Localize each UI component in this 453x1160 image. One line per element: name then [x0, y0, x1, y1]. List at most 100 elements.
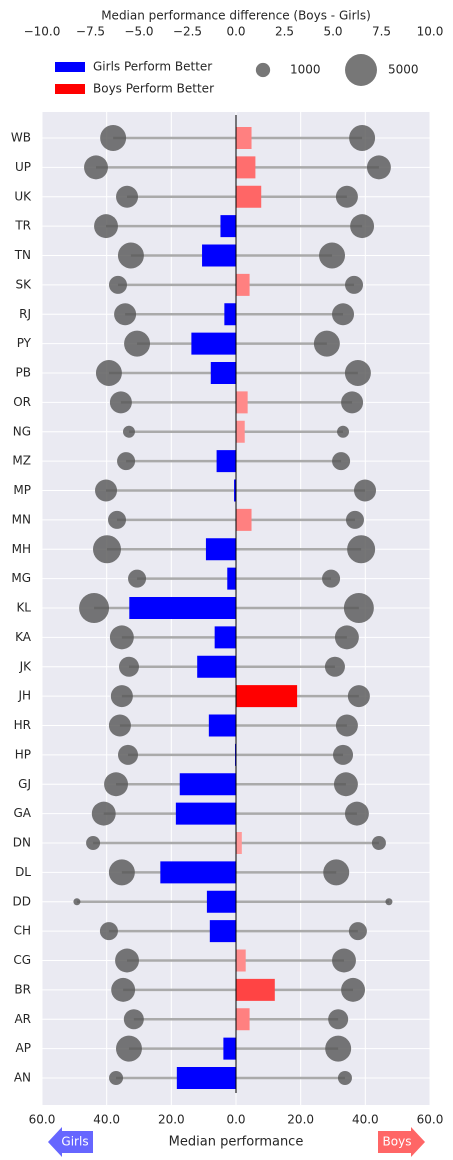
legend-swatch: [55, 62, 85, 72]
bar: [236, 391, 248, 414]
boys-bubble: [347, 535, 376, 564]
boys-bubble: [337, 425, 350, 438]
girls-bubble: [117, 452, 136, 471]
bar: [236, 273, 250, 296]
size-legend-bubble: [345, 54, 377, 86]
bar: [179, 773, 236, 796]
boys-bubble: [325, 1035, 352, 1062]
boys-bubble: [344, 801, 369, 826]
girls-bubble: [79, 593, 110, 623]
y-tick-label: PY: [17, 336, 32, 350]
legend-swatch: [55, 84, 85, 94]
boys-bubble: [344, 360, 371, 386]
boys-bubble: [332, 948, 356, 973]
x2-tick-label: 10.0: [417, 25, 444, 39]
y-tick-label: TN: [14, 248, 31, 262]
bar: [227, 567, 236, 590]
boys-bubble: [332, 452, 351, 471]
girls-bubble: [116, 185, 139, 208]
girls-bubble: [95, 360, 122, 386]
boys-bubble: [323, 859, 350, 886]
y-tick-label: AP: [16, 1041, 31, 1055]
y-tick-label: AR: [14, 1012, 31, 1026]
x2-tick-label: 7.5: [372, 25, 391, 39]
boys-bubble: [348, 922, 367, 941]
girls-bubble: [95, 479, 118, 502]
y-tick-label: MP: [13, 483, 31, 497]
bar: [216, 450, 236, 473]
girls-arrow-label: Girls: [61, 1135, 88, 1149]
y-tick-label: NG: [13, 424, 31, 438]
bar: [236, 1008, 250, 1031]
x2-tick-label: 0.0: [226, 25, 245, 39]
boys-bubble: [319, 242, 346, 269]
girls-bubble: [108, 859, 135, 886]
x2-tick-label: −5.0: [124, 25, 153, 39]
boys-arrow: [378, 1127, 425, 1157]
boys-bubble: [341, 391, 364, 414]
bar: [205, 538, 236, 561]
bar: [160, 861, 236, 884]
girls-bubble: [104, 772, 129, 797]
y-tick-label: HR: [14, 718, 31, 732]
bar: [220, 215, 236, 238]
y-tick-label: BR: [14, 982, 31, 996]
y-tick-label: DN: [13, 836, 31, 850]
x-tick-label: 40.0: [352, 1113, 379, 1127]
girls-bubble: [110, 685, 133, 708]
girls-bubble: [94, 214, 118, 239]
boys-bubble: [371, 835, 386, 851]
girls-bubble: [109, 1070, 124, 1086]
bar: [176, 1067, 236, 1089]
y-tick-label: GA: [13, 806, 31, 820]
y-tick-label: UP: [15, 160, 31, 174]
boys-bubble: [332, 303, 355, 326]
girls-bubble: [118, 656, 139, 677]
girls-bubble: [99, 922, 118, 941]
y-tick-label: MZ: [12, 454, 31, 468]
bottom-axis-label: Median performance: [169, 1135, 304, 1150]
boys-bubble: [349, 125, 376, 151]
bar: [236, 949, 246, 972]
y-tick-label: CG: [13, 953, 31, 967]
girls-bubble: [122, 425, 135, 438]
boys-bubble: [333, 772, 358, 797]
girls-bubble: [108, 275, 127, 294]
boys-bubble: [333, 744, 354, 765]
bar: [236, 508, 252, 531]
legend-label: Girls Perform Better: [93, 60, 212, 74]
y-tick-label: AN: [14, 1071, 31, 1085]
boys-bubble: [324, 656, 345, 677]
y-tick-label: SK: [16, 277, 33, 291]
girls-bubble: [109, 391, 132, 414]
y-tick-label: PB: [16, 366, 31, 380]
x2-tick-label: −7.5: [76, 25, 105, 39]
y-tick-label: JH: [17, 689, 31, 703]
girls-bubble: [111, 977, 136, 1002]
x-tick-label: 60.0: [29, 1113, 56, 1127]
bar: [236, 127, 252, 149]
girls-bubble: [115, 1035, 142, 1062]
bar: [197, 655, 236, 678]
y-tick-label: JK: [19, 659, 33, 673]
bar: [236, 978, 275, 1001]
girls-bubble: [84, 155, 108, 180]
bar: [209, 920, 236, 943]
girls-bubble: [109, 625, 134, 650]
boys-bubble: [337, 1070, 352, 1086]
x-tick-label: 20.0: [158, 1113, 185, 1127]
boys-bubble: [328, 1009, 349, 1030]
size-legend-bubble: [255, 62, 271, 78]
size-legend-label: 1000: [290, 63, 321, 77]
bar: [236, 832, 242, 854]
y-tick-label: GJ: [18, 777, 31, 791]
girls-bubble: [108, 510, 127, 529]
girls-bubble: [108, 714, 131, 737]
y-tick-label: KA: [15, 630, 32, 644]
y-tick-label: WB: [11, 131, 31, 145]
x-tick-label: 60.0: [417, 1113, 444, 1127]
girls-bubble: [117, 242, 144, 269]
bar: [202, 244, 236, 267]
y-tick-label: CH: [14, 924, 31, 938]
